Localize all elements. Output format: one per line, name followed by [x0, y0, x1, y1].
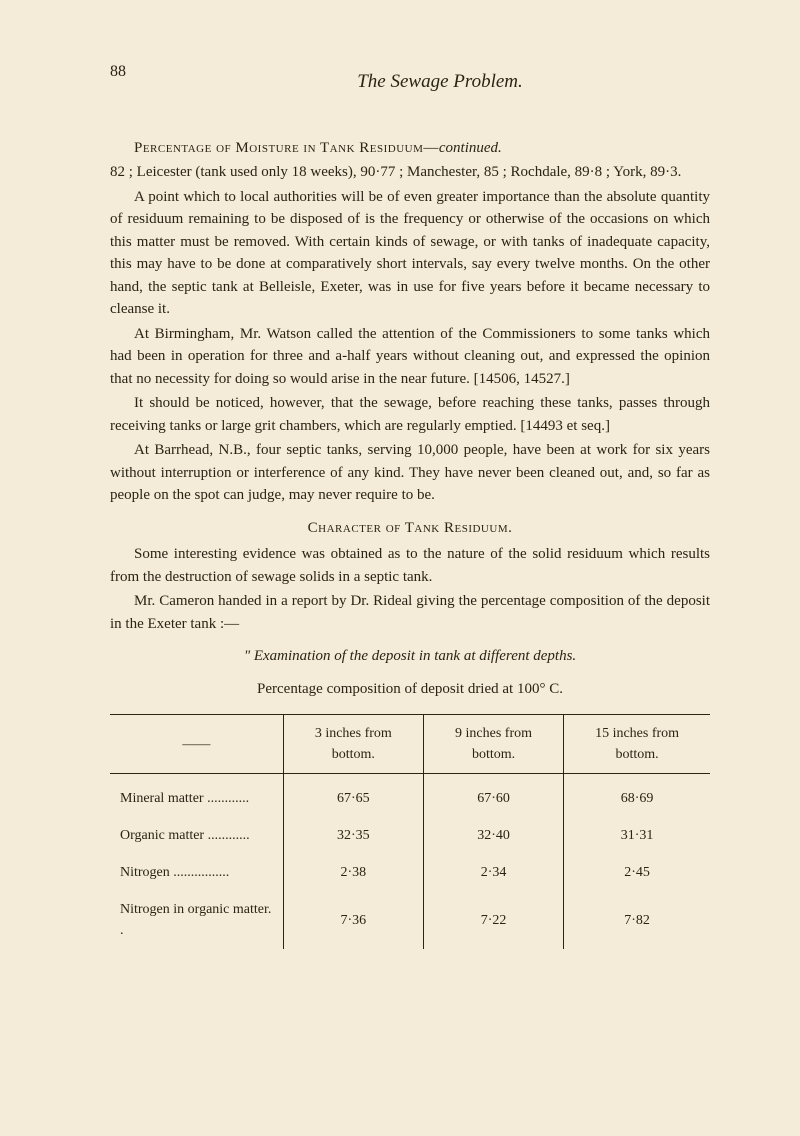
col-header-3in: 3 inches from bottom.: [283, 715, 423, 774]
table-row: Nitrogen ................ 2·38 2·34 2·45: [110, 854, 710, 891]
row-label: Organic matter ............: [110, 817, 283, 854]
cell: 7·36: [283, 891, 423, 949]
paragraph-6: Some interesting evidence was obtained a…: [110, 543, 710, 588]
row-label: Nitrogen in organic matter. .: [110, 891, 283, 949]
quote-block: " Examination of the deposit in tank at …: [110, 645, 710, 700]
heading-prefix: Percentage of Moisture in Tank Residuum—: [134, 140, 439, 156]
paragraph-7: Mr. Cameron handed in a report by Dr. Ri…: [110, 590, 710, 635]
page-header-title: The Sewage Problem.: [170, 68, 710, 97]
cell: 7·82: [564, 891, 710, 949]
cell: 67·65: [283, 774, 423, 818]
col-header-blank: ——: [110, 715, 283, 774]
section-heading-character: Character of Tank Residuum.: [110, 517, 710, 540]
table-row: Nitrogen in organic matter. . 7·36 7·22 …: [110, 891, 710, 949]
cell: 7·22: [423, 891, 563, 949]
paragraph-5: At Barrhead, N.B., four septic tanks, se…: [110, 439, 710, 507]
cell: 32·40: [423, 817, 563, 854]
section-heading-residuum: Percentage of Moisture in Tank Residuum—…: [110, 137, 710, 160]
row-label: Nitrogen ................: [110, 854, 283, 891]
col-header-15in: 15 inches from bottom.: [564, 715, 710, 774]
cell: 68·69: [564, 774, 710, 818]
table-header-row: —— 3 inches from bottom. 9 inches from b…: [110, 715, 710, 774]
table-row: Organic matter ............ 32·35 32·40 …: [110, 817, 710, 854]
cell: 2·34: [423, 854, 563, 891]
cell: 2·45: [564, 854, 710, 891]
row-label: Mineral matter ............: [110, 774, 283, 818]
paragraph-4: It should be noticed, however, that the …: [110, 392, 710, 437]
paragraph-3: At Birmingham, Mr. Watson called the att…: [110, 323, 710, 391]
table-row: Mineral matter ............ 67·65 67·60 …: [110, 774, 710, 818]
paragraph-1: 82 ; Leicester (tank used only 18 weeks)…: [110, 161, 710, 184]
page-number: 88: [110, 60, 126, 84]
cell: 31·31: [564, 817, 710, 854]
col-header-9in: 9 inches from bottom.: [423, 715, 563, 774]
paragraph-2: A point which to local authorities will …: [110, 186, 710, 321]
quote-italic: " Examination of the deposit in tank at …: [110, 645, 710, 668]
cell: 2·38: [283, 854, 423, 891]
heading-suffix: continued.: [439, 140, 502, 156]
deposit-table: —— 3 inches from bottom. 9 inches from b…: [110, 714, 710, 949]
quote-plain: Percentage composition of deposit dried …: [110, 678, 710, 701]
cell: 67·60: [423, 774, 563, 818]
cell: 32·35: [283, 817, 423, 854]
